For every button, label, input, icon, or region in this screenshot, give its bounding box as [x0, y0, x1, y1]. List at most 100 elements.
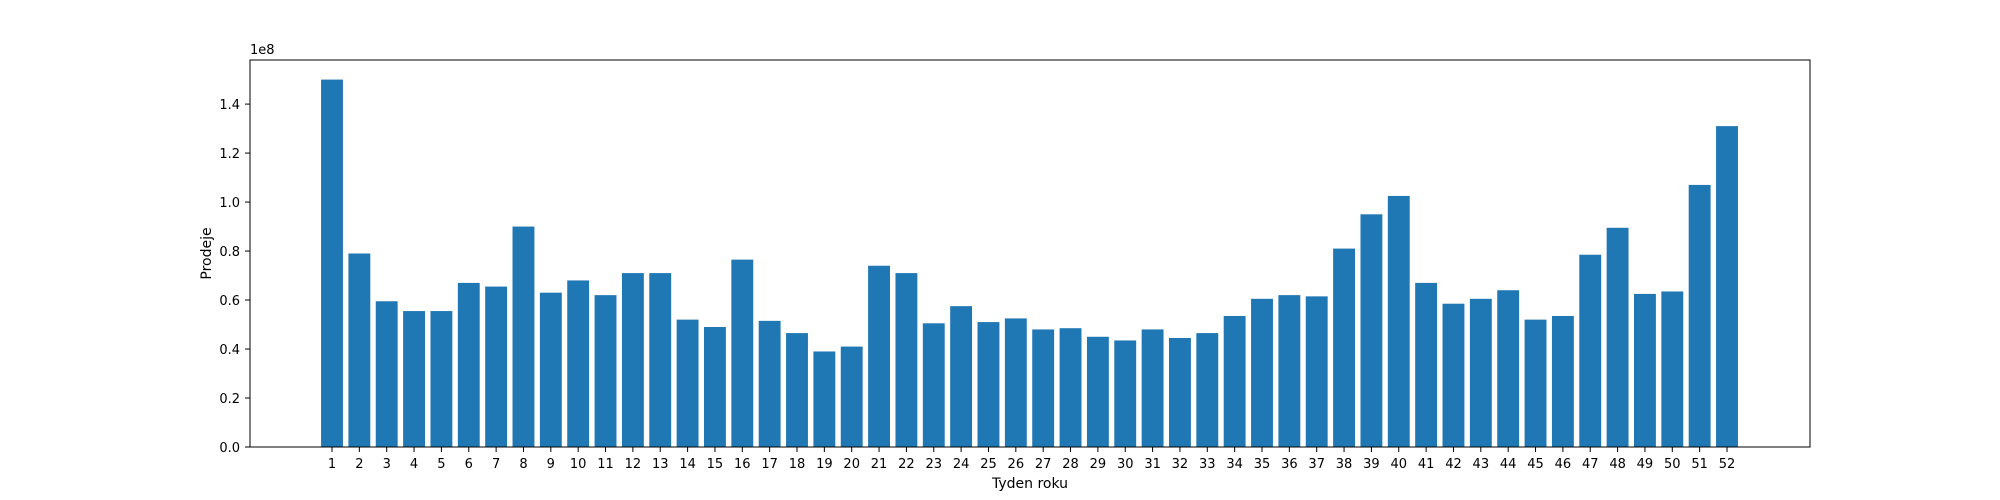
bar-week-12: [621, 273, 644, 447]
x-tick-label: 40: [1390, 457, 1407, 472]
x-tick-label: 28: [1062, 457, 1079, 472]
bar-week-23: [922, 323, 945, 447]
x-tick-label: 44: [1500, 457, 1517, 472]
x-tick-label: 33: [1199, 457, 1216, 472]
bar-week-13: [649, 273, 672, 447]
x-tick-label: 24: [953, 457, 970, 472]
bar-week-31: [1141, 329, 1164, 447]
x-tick-label: 45: [1527, 457, 1544, 472]
bar-week-30: [1114, 340, 1137, 447]
bar-week-5: [430, 311, 453, 447]
bar-week-21: [868, 265, 890, 447]
bar-week-39: [1360, 214, 1383, 447]
bar-week-37: [1305, 296, 1328, 447]
y-offset-label: 1e8: [250, 43, 275, 58]
x-tick-label: 5: [437, 457, 445, 472]
bar-week-10: [567, 280, 590, 447]
bar-week-46: [1551, 315, 1574, 447]
x-tick-label: 18: [789, 457, 806, 472]
bar-week-6: [457, 282, 480, 447]
bar-week-3: [375, 301, 398, 447]
bar-week-42: [1442, 303, 1465, 447]
bar-week-29: [1086, 336, 1109, 447]
x-tick-label: 34: [1226, 457, 1243, 472]
x-tick-label: 26: [1008, 457, 1025, 472]
bar-week-2: [348, 253, 371, 447]
x-tick-label: 16: [734, 457, 751, 472]
x-tick-label: 10: [570, 457, 587, 472]
x-tick-label: 38: [1336, 457, 1353, 472]
x-tick-label: 17: [761, 457, 778, 472]
bar-week-47: [1579, 254, 1602, 447]
x-tick-label: 4: [410, 457, 418, 472]
x-tick-label: 42: [1445, 457, 1462, 472]
axes-frame: [249, 59, 1811, 448]
bar-week-38: [1333, 248, 1355, 447]
x-tick-label: 3: [383, 457, 391, 472]
bar-week-4: [403, 311, 425, 447]
x-tick-label: 6: [465, 457, 473, 472]
bar-week-34: [1223, 315, 1246, 447]
x-tick-label: 49: [1637, 457, 1654, 472]
x-tick-label: 47: [1582, 457, 1599, 472]
bar-week-20: [840, 346, 863, 447]
x-tick-label: 37: [1308, 457, 1325, 472]
bar-week-16: [731, 259, 754, 447]
bar-week-9: [539, 292, 562, 447]
bar-week-26: [1004, 318, 1027, 447]
bar-week-7: [485, 286, 508, 447]
x-tick-label: 13: [652, 457, 669, 472]
bar-week-19: [813, 351, 836, 447]
bar-week-28: [1059, 328, 1082, 447]
bar-week-45: [1524, 319, 1547, 447]
x-tick-label: 20: [843, 457, 860, 472]
x-tick-label: 15: [707, 457, 724, 472]
x-tick-label: 19: [816, 457, 833, 472]
x-axis-label: Tyden roku: [991, 476, 1068, 492]
bar-week-14: [676, 319, 699, 447]
x-tick-label: 23: [925, 457, 942, 472]
x-tick-label: 52: [1719, 457, 1736, 472]
bar-week-24: [950, 306, 973, 447]
bar-week-35: [1251, 298, 1273, 447]
bar-week-50: [1661, 291, 1684, 447]
bar-week-25: [977, 322, 1000, 447]
y-tick-label: 1.2: [219, 147, 240, 162]
bar-week-11: [594, 295, 617, 447]
x-tick-label: 22: [898, 457, 915, 472]
x-tick-label: 11: [597, 457, 614, 472]
x-tick-label: 30: [1117, 457, 1134, 472]
y-tick-label: 0.6: [219, 294, 240, 309]
bar-week-22: [895, 273, 918, 447]
y-tick-label: 1.4: [219, 98, 240, 113]
bar-week-40: [1387, 195, 1410, 447]
x-ticks-layer: 1 2 3 4 5 6 7 8 9 10 11 12 13 14 15 16 17 18 19 20 21 22 23 24 2…: [328, 447, 1735, 472]
x-tick-label: 43: [1473, 457, 1490, 472]
x-tick-label: 41: [1418, 457, 1435, 472]
x-tick-label: 32: [1172, 457, 1189, 472]
x-tick-label: 7: [492, 457, 500, 472]
bar-week-48: [1606, 227, 1629, 447]
x-tick-label: 25: [980, 457, 997, 472]
bar-week-15: [704, 326, 726, 447]
x-tick-label: 8: [519, 457, 527, 472]
bar-week-27: [1032, 329, 1055, 447]
x-tick-label: 21: [871, 457, 888, 472]
x-tick-label: 14: [679, 457, 696, 472]
x-tick-label: 50: [1664, 457, 1681, 472]
x-tick-label: 31: [1144, 457, 1161, 472]
y-ticks-layer: 0.0 0.2 0.4 0.6 0.8 1.0 1.2 1.4: [219, 98, 250, 456]
x-tick-label: 36: [1281, 457, 1298, 472]
y-tick-label: 0.2: [219, 392, 240, 407]
x-tick-label: 29: [1090, 457, 1107, 472]
bar-week-52: [1716, 126, 1738, 448]
x-tick-label: 35: [1254, 457, 1271, 472]
bar-week-51: [1688, 184, 1711, 447]
y-axis-label: Prodeje: [199, 227, 215, 279]
y-tick-label: 0.4: [219, 343, 240, 358]
bar-week-32: [1169, 338, 1191, 447]
bars-layer: [321, 79, 1738, 448]
x-tick-label: 51: [1691, 457, 1708, 472]
